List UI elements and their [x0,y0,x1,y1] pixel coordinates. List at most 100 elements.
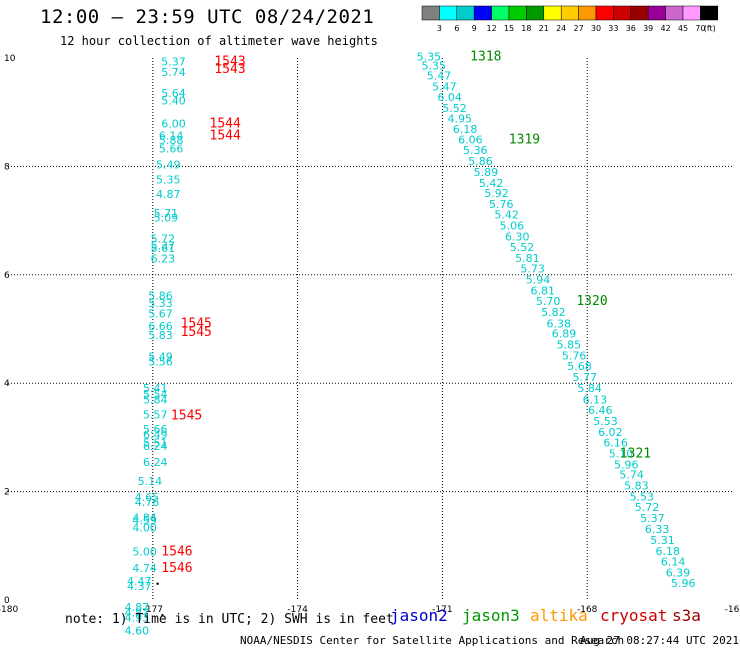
colorbar-swatch [508,5,527,21]
swh-value-label: 5.77 [573,371,598,384]
colorbar-swatch [665,5,684,21]
swh-value-label: 5.68 [567,360,592,373]
swh-value-label: 5.53 [629,490,654,503]
swh-value-label: 5.31 [650,534,675,547]
swh-value-label: 5.36 [463,144,488,157]
colorbar-label: 18 [521,24,531,33]
swh-value-label: 5.76 [489,198,514,211]
swh-value-label: 4.59 [132,514,157,527]
swh-values: 5.375.745.645.406.006.145.885.665.495.35… [125,51,696,638]
colorbar-label: 3 [437,24,442,33]
swh-value-label: 5.37 [161,56,186,69]
swh-value-label: 6.39 [666,567,691,580]
swh-value-label: 5.10 [609,447,634,460]
swh-value-label: 4.74 [132,562,157,575]
swh-value-label: 4.87 [156,188,181,201]
pass-time-label: 1320 [576,294,607,309]
swh-value-label: 5.52 [510,241,535,254]
swh-value-label: 5.42 [494,208,519,221]
swh-value-label: 5.96 [671,577,696,590]
colorbar-swatch [647,5,666,21]
pass-time-label: 1545 [181,325,212,340]
swh-value-label: 6.81 [531,284,556,297]
y-tick-label: 10 [4,54,16,64]
track-marker [156,582,159,585]
pass-time-label: 1545 [181,316,212,331]
x-tick-label: -180 [0,605,18,615]
swh-value-label: 6.06 [458,134,483,147]
swh-value-label: 6.18 [453,123,478,136]
swh-value-label: 5.86 [468,155,493,168]
colorbar-swatch [526,5,545,21]
colorbar-label: 27 [574,24,584,33]
mission-altika: altika [530,606,588,625]
swh-value-label: 5.81 [515,252,540,265]
swh-value-label: 4.87 [125,606,150,619]
swh-value-label: 4.65 [135,491,160,504]
swh-value-label: 5.70 [536,295,561,308]
colorbar-swatch [578,5,597,21]
swh-value-label: 4.84 [132,511,157,524]
colorbar-swatch [456,5,475,21]
colorbar-swatch [473,5,492,21]
y-tick-label: 8 [4,162,10,172]
swh-value-label: 5.66 [159,142,184,155]
swh-value-label: 5.86 [148,290,173,303]
swh-value-label: 5.88 [159,134,184,147]
swh-value-label: 6.14 [661,555,686,568]
pass-time-label: 1318 [470,50,501,65]
pass-time-label: 1543 [214,62,245,77]
swh-value-label: 5.76 [562,349,587,362]
colorbar-swatch [560,5,579,21]
swh-value-label: 5.35 [417,51,442,64]
swh-value-label: 4.76 [135,496,160,509]
axes: -180 -177 -174 -171 -168 -16 0 2 4 6 8 10 [0,54,740,615]
swh-value-label: 5.92 [484,187,509,200]
x-tick-label: -174 [287,605,308,615]
swh-value-label: 5.56 [148,355,173,368]
pass-time-label: 1543 [214,55,245,70]
colorbar-label: 42 [661,24,671,33]
swh-value-label: 6.89 [552,328,577,341]
colorbar-label: 45 [678,24,688,33]
y-tick-label: 4 [4,379,10,389]
swh-value-label: 6.04 [437,91,462,104]
swh-value-label: 5.41 [143,382,168,395]
swh-value-label: 5.06 [500,219,525,232]
swh-value-label: 6.33 [645,523,670,536]
swh-value-label: 6.46 [588,404,613,417]
swh-value-label: 6.13 [583,393,608,406]
pass-time-label: 1546 [161,561,192,576]
swh-value-label: 5.53 [593,415,618,428]
chart-subtitle: 12 hour collection of altimeter wave hei… [60,34,378,48]
colorbar-label: 30 [591,24,601,33]
grid-lines [8,58,732,600]
pass-time-label: 1545 [171,409,202,424]
swh-value-label: 5.09 [154,212,179,225]
pass-time-label: 1544 [210,128,241,143]
swh-value-label: 5.57 [143,408,168,421]
swh-value-label: 5.37 [151,239,176,252]
swh-value-label: 5.61 [151,242,176,255]
swh-value-label: 6.38 [546,317,571,330]
swh-value-label: 6.66 [148,320,173,333]
swh-value-label: 4.95 [448,112,473,125]
swh-value-label: 5.52 [442,102,467,115]
colorbar-label: 33 [608,24,618,33]
swh-value-label: 5.64 [161,87,186,100]
colorbar-swatch [421,5,440,21]
mission-cryosat: cryosat [600,606,668,625]
x-tick-label: -16 [725,605,740,615]
generated-timestamp: Aug 27 08:27:44 UTC 2021 [580,634,739,647]
swh-value-label: 5.84 [577,382,602,395]
swh-value-label: 5.33 [148,297,173,310]
pass-time-label: 1544 [210,116,241,131]
colorbar-swatch [613,5,632,21]
swh-value-label: 5.42 [479,177,504,190]
colorbar-swatch [439,5,458,21]
swh-value-label: 5.54 [143,388,168,401]
swh-value-label: 5.73 [520,263,545,276]
colorbar-swatch [543,5,562,21]
swh-value-label: 5.83 [624,479,649,492]
